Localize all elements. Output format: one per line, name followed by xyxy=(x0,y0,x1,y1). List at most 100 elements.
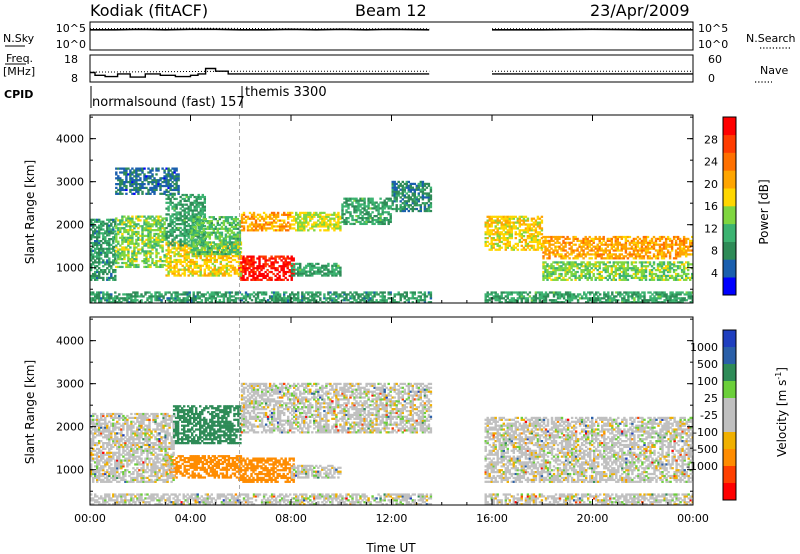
power-cell xyxy=(96,291,99,294)
power-cell xyxy=(572,235,575,239)
power-cell xyxy=(297,215,300,218)
power-cell xyxy=(484,240,487,244)
power-cell xyxy=(337,213,340,216)
power-cell xyxy=(321,221,324,224)
power-cell xyxy=(331,301,334,303)
power-cell xyxy=(175,207,178,210)
power-cell xyxy=(214,297,218,300)
power-cell xyxy=(219,260,223,264)
power-cell xyxy=(592,245,595,248)
power-cell xyxy=(225,257,229,260)
power-cell xyxy=(248,223,252,226)
power-cell xyxy=(181,260,184,264)
power-cell xyxy=(602,237,605,241)
power-cell xyxy=(117,254,120,257)
power-cell xyxy=(268,295,272,298)
power-cell xyxy=(153,263,156,267)
power-cell xyxy=(636,235,640,239)
power-cell xyxy=(546,239,549,243)
power-cell xyxy=(353,222,356,226)
power-cell xyxy=(423,202,427,205)
power-cell xyxy=(226,218,230,221)
power-cell xyxy=(199,203,202,206)
power-cell xyxy=(211,257,215,260)
power-cell xyxy=(186,295,189,298)
power-cell xyxy=(121,240,124,243)
power-cell xyxy=(508,291,512,294)
power-cell xyxy=(215,245,219,248)
power-cell xyxy=(668,243,672,246)
power-cell xyxy=(252,274,255,278)
power-cell xyxy=(100,228,103,231)
power-cell xyxy=(488,217,491,220)
power-cell xyxy=(625,301,628,303)
power-cell xyxy=(98,270,101,274)
power-cell xyxy=(258,270,261,274)
power-cell xyxy=(223,258,227,262)
power-cell xyxy=(280,265,283,268)
power-cell xyxy=(664,255,668,258)
power-cell xyxy=(566,291,570,294)
power-cell xyxy=(218,295,222,298)
power-cell xyxy=(413,190,417,193)
power-cell xyxy=(335,225,338,228)
power-cell xyxy=(104,255,107,258)
power-cell xyxy=(363,209,366,212)
power-cell xyxy=(522,223,526,226)
power-cell xyxy=(626,253,630,256)
power-cell xyxy=(192,249,195,252)
power-cell xyxy=(297,291,300,294)
power-cell xyxy=(293,266,296,269)
power-cell xyxy=(671,301,674,303)
power-cell xyxy=(177,201,180,204)
power-cell xyxy=(596,243,599,246)
power-cell xyxy=(367,207,370,210)
power-cell xyxy=(227,274,231,277)
power-cell xyxy=(419,190,423,193)
power-cell xyxy=(572,243,575,246)
power-cell xyxy=(184,291,187,294)
power-cell xyxy=(169,270,172,273)
power-cell xyxy=(145,256,148,259)
power-cell xyxy=(198,239,201,242)
power-cell xyxy=(206,231,210,234)
power-cell xyxy=(560,235,563,239)
power-cell xyxy=(621,293,624,296)
power-cell xyxy=(159,256,162,259)
power-cell xyxy=(640,245,644,248)
power-cell xyxy=(238,225,242,229)
power-cell xyxy=(373,293,376,296)
power-cell xyxy=(175,211,178,214)
power-cell xyxy=(682,239,686,243)
power-cell xyxy=(642,257,646,260)
power-cell xyxy=(379,207,382,210)
power-cell xyxy=(653,297,656,300)
power-cell xyxy=(315,266,318,269)
power-cell xyxy=(199,264,202,267)
power-cell xyxy=(407,184,411,187)
power-cell xyxy=(663,295,666,298)
power-cell xyxy=(492,246,495,249)
power-cell xyxy=(309,291,312,294)
power-cell xyxy=(104,297,107,300)
power-cell xyxy=(399,182,402,186)
power-cell xyxy=(289,227,292,230)
power-cell xyxy=(423,207,427,211)
power-cell xyxy=(90,291,93,294)
power-cell xyxy=(234,220,238,223)
power-cell xyxy=(100,257,103,260)
power-cell xyxy=(282,274,285,278)
power-cell xyxy=(200,237,204,240)
power-cell xyxy=(90,218,93,221)
power-cell xyxy=(134,301,137,303)
power-cell xyxy=(250,221,254,224)
power-cell xyxy=(580,247,583,250)
power-cell xyxy=(119,254,122,257)
power-cell xyxy=(140,293,143,296)
power-cell xyxy=(568,291,572,294)
power-cell xyxy=(258,215,262,218)
power-cell xyxy=(197,197,200,201)
power-cell xyxy=(303,223,306,226)
power-cell xyxy=(393,293,396,296)
power-cell xyxy=(264,274,267,278)
